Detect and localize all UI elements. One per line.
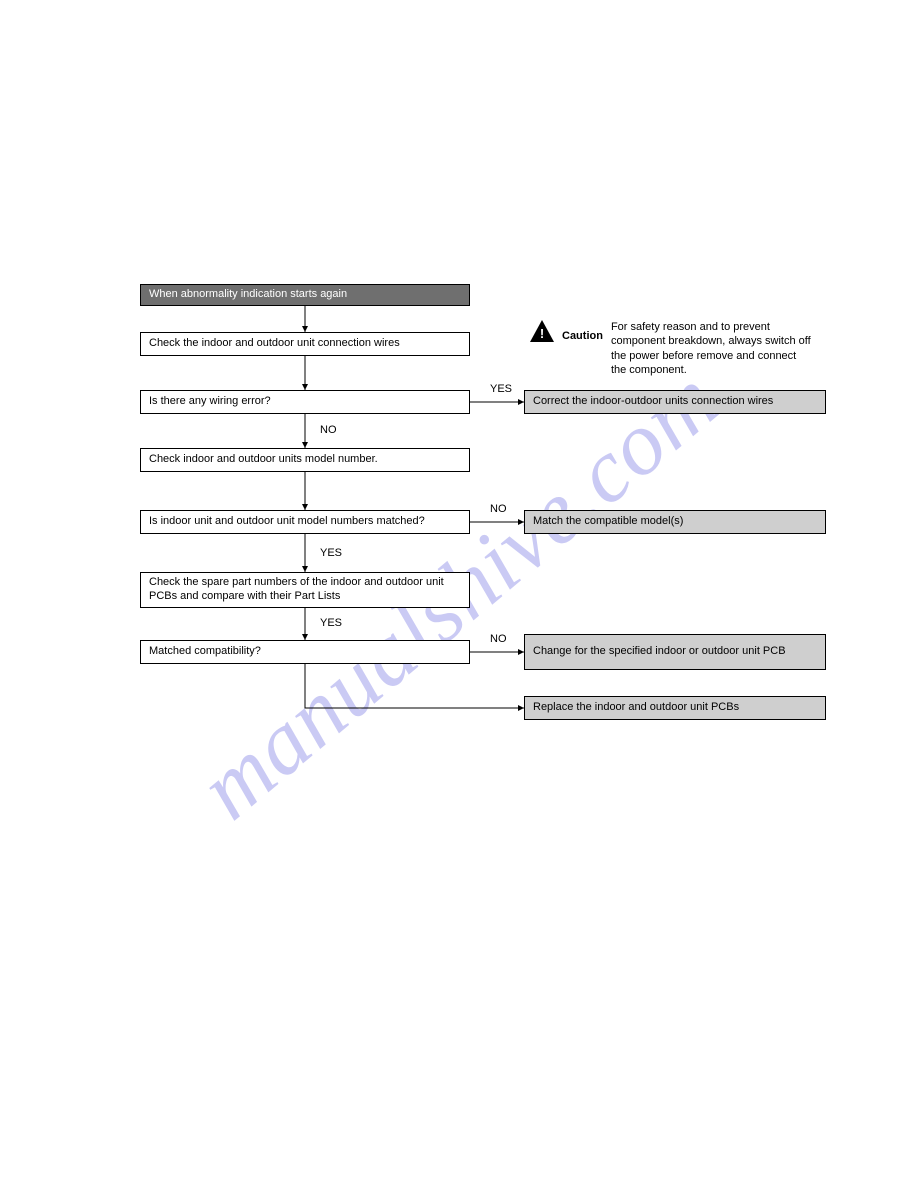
- node-models-match-text: Is indoor unit and outdoor unit model nu…: [149, 515, 461, 529]
- node-replace-pcbs-text: Replace the indoor and outdoor unit PCBs: [533, 701, 817, 715]
- node-correct-wires-text: Correct the indoor-outdoor units connect…: [533, 395, 817, 409]
- flowchart-canvas: manualshive.com When abnormality indicat…: [0, 0, 918, 1188]
- node-match-model-text: Match the compatible model(s): [533, 515, 817, 529]
- node-wiring-error-text: Is there any wiring error?: [149, 395, 461, 409]
- caution-label: Caution: [562, 330, 603, 342]
- node-check-pcb-text: Check the spare part numbers of the indo…: [149, 576, 461, 604]
- node-matched-comp: Matched compatibility?: [140, 640, 470, 664]
- edge-label-no2: NO: [490, 504, 507, 515]
- caution-block: Caution For safety reason and to prevent…: [530, 320, 811, 377]
- node-matched-comp-text: Matched compatibility?: [149, 645, 461, 659]
- caution-text: For safety reason and to prevent compone…: [611, 320, 811, 377]
- node-start: When abnormality indication starts again: [140, 284, 470, 306]
- node-check-model: Check indoor and outdoor units model num…: [140, 448, 470, 472]
- node-check-wires: Check the indoor and outdoor unit connec…: [140, 332, 470, 356]
- edge-label-no3: NO: [490, 634, 507, 645]
- node-correct-wires: Correct the indoor-outdoor units connect…: [524, 390, 826, 414]
- node-check-wires-text: Check the indoor and outdoor unit connec…: [149, 337, 461, 351]
- node-start-text: When abnormality indication starts again: [149, 288, 461, 302]
- node-wiring-error: Is there any wiring error?: [140, 390, 470, 414]
- caution-icon: [530, 320, 554, 342]
- node-change-pcb: Change for the specified indoor or outdo…: [524, 634, 826, 670]
- edge-label-yes2: YES: [320, 548, 342, 559]
- node-replace-pcbs: Replace the indoor and outdoor unit PCBs: [524, 696, 826, 720]
- node-check-pcb: Check the spare part numbers of the indo…: [140, 572, 470, 608]
- node-check-model-text: Check indoor and outdoor units model num…: [149, 453, 461, 467]
- node-change-pcb-text: Change for the specified indoor or outdo…: [533, 645, 817, 659]
- edge-label-yes1: YES: [490, 384, 512, 395]
- edge-label-yes3: YES: [320, 618, 342, 629]
- node-match-model: Match the compatible model(s): [524, 510, 826, 534]
- node-models-match: Is indoor unit and outdoor unit model nu…: [140, 510, 470, 534]
- edge-label-no1: NO: [320, 425, 337, 436]
